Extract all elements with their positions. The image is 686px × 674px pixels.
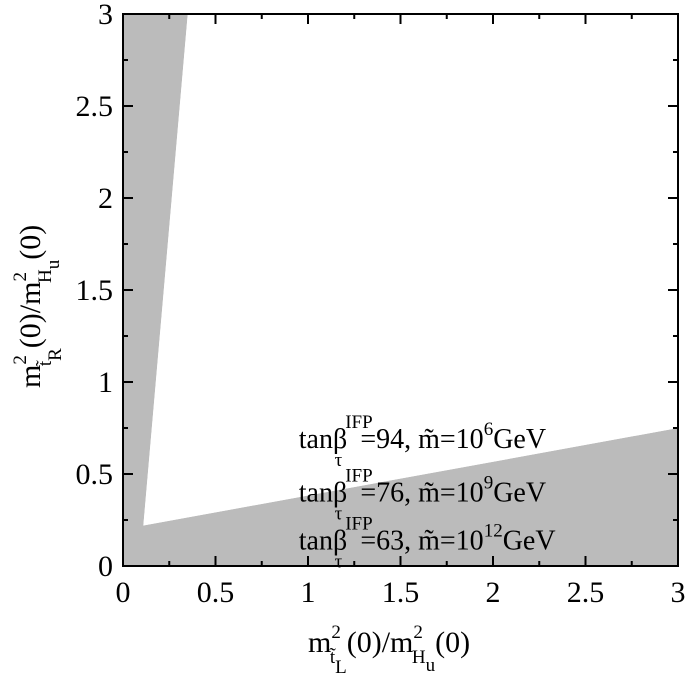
x-tick-label: 3 [671,576,686,609]
y-tick-label: 3 [98,0,113,31]
axis-label-text: m2 t̃L(0)/m2 Hu(0) [308,622,470,674]
annotation-1: tanβIFP τ=94, m̃=106GeV [299,412,546,471]
annotation-2: tanβIFP τ=76, m̃=109GeV [299,466,546,525]
region-3 [123,14,678,566]
y-tick-label: 2 [98,182,113,215]
allowed-region [143,14,679,526]
x-tick-label: 1 [301,576,316,609]
x-tick-label: 0 [116,576,131,609]
axis-label-text: m2 t̃R(0)/m2 Hu(0) [10,225,66,388]
x-axis-label: m2 t̃L(0)/m2 Hu(0) [308,622,470,674]
y-tick-label: 0.5 [76,458,114,491]
axis-ticks [122,13,679,567]
y-tick-label: 2.5 [76,90,114,123]
x-tick-label: 2.5 [567,576,605,609]
y-axis-label: m2 t̃R(0)/m2 Hu(0) [10,225,66,388]
y-tick-label: 1 [98,366,113,399]
tick-labels: 0 0.5 1 1.5 2 2.5 3 0 0.5 1 1.5 2 2.5 3 [76,0,686,609]
shaded-regions [123,14,679,566]
y-tick-label: 1.5 [76,274,114,307]
y-tick-label: 0 [98,550,113,583]
x-tick-label: 2 [486,576,501,609]
annotation-3: tanβIFP τ=63, m̃=1012GeV [299,513,556,572]
x-tick-label: 0.5 [197,576,235,609]
x-tick-label: 1.5 [382,576,420,609]
